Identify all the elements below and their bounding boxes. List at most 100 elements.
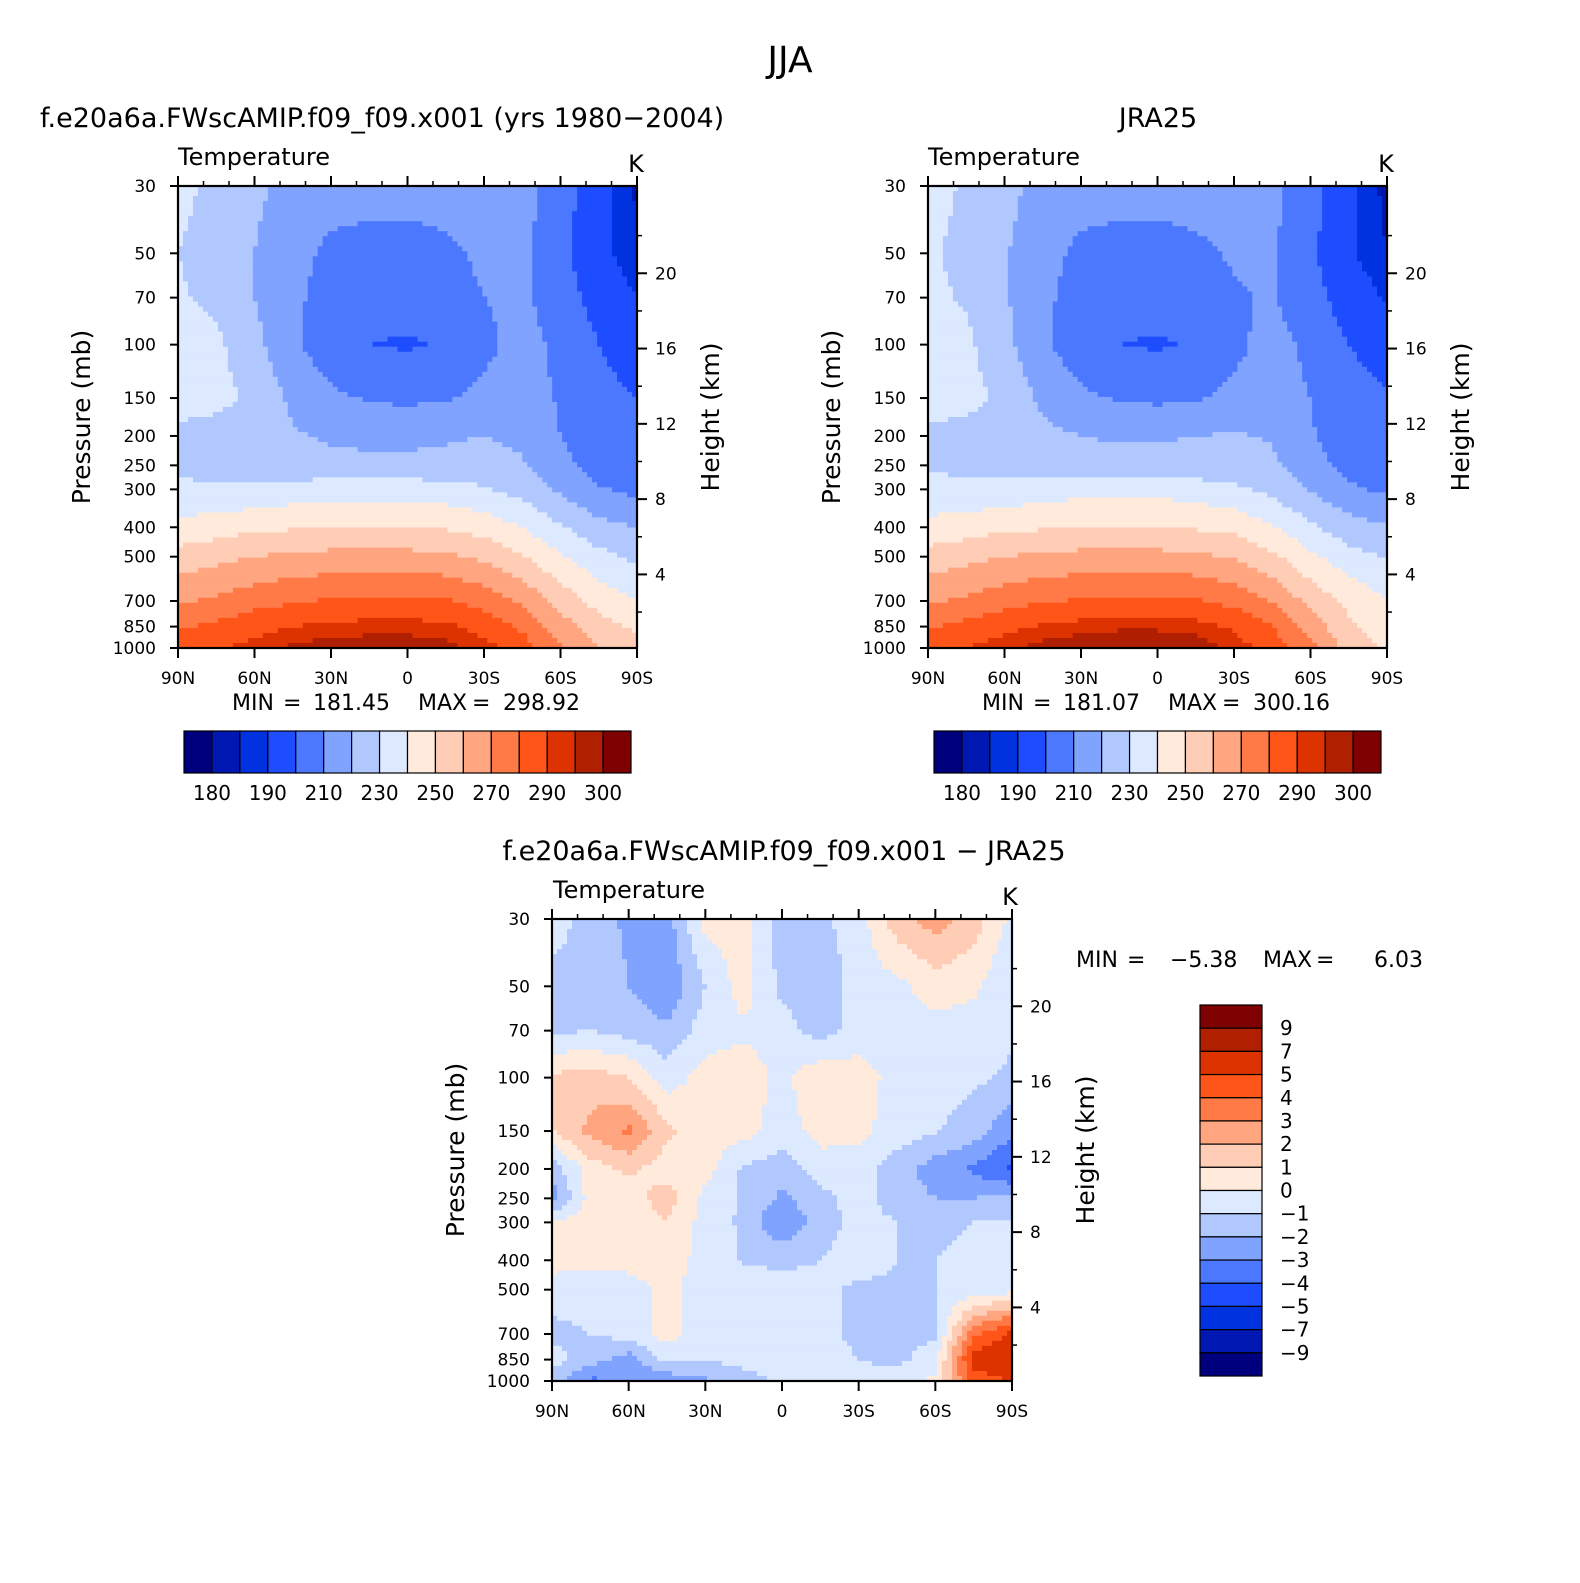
contour-cell (178, 286, 189, 293)
contour-cell (712, 1175, 738, 1181)
contour-cell (1277, 632, 1308, 639)
contour-cell (752, 929, 773, 935)
contour-cell (587, 306, 638, 313)
contour-cell (1367, 517, 1388, 524)
contour-cell (942, 261, 1009, 267)
contour-cell (317, 597, 454, 604)
contour-cell (1382, 296, 1388, 303)
contour-cell (928, 401, 984, 408)
contour-cell (907, 979, 983, 985)
contour-cell (807, 1215, 843, 1221)
contour-cell (1302, 376, 1378, 383)
contour-cell (627, 969, 683, 975)
contour-cell (912, 1350, 938, 1357)
contour-cell (652, 1305, 683, 1312)
contour-cell (897, 934, 978, 940)
contour-cell (822, 1185, 878, 1191)
contour-cell (627, 492, 638, 498)
contour-cell (1077, 432, 1213, 438)
contour-cell (652, 1200, 678, 1206)
contour-cell (1057, 276, 1238, 283)
contour-cell (767, 1375, 928, 1382)
contour-cell (567, 1155, 588, 1161)
contour-cell (1357, 622, 1388, 629)
contour-cell (842, 1325, 938, 1332)
contour-cell (952, 1345, 963, 1352)
contour-cell (657, 1155, 723, 1161)
contour-cell (947, 417, 1049, 423)
contour-cell (467, 256, 533, 262)
contour-cell (178, 602, 284, 609)
contour-cell (178, 336, 224, 343)
contour-cell (1277, 296, 1328, 303)
contour-cell (482, 291, 533, 298)
contour-cell (832, 1190, 878, 1196)
contour-cell (692, 1069, 768, 1076)
contour-cell (312, 637, 449, 644)
contour-cell (602, 1160, 653, 1166)
contour-cell (862, 1139, 913, 1146)
contour-cell (1062, 256, 1223, 262)
contour-cell (657, 1210, 673, 1216)
contour-field (552, 919, 1013, 1382)
contour-cell (647, 1280, 683, 1287)
contour-cell (487, 637, 528, 644)
contour-cell (257, 221, 359, 227)
contour-cell (872, 1119, 948, 1126)
contour-cell (492, 306, 538, 313)
contour-cell (1007, 1330, 1013, 1337)
contour-cell (1162, 401, 1313, 408)
contour-cell (472, 532, 533, 539)
contour-cell (927, 1190, 1013, 1196)
colorbar-label: 180 (193, 781, 231, 805)
contour-cell (1062, 427, 1318, 433)
equals-sign: = (1127, 948, 1145, 973)
contour-cell (1162, 346, 1248, 353)
contour-cell (928, 432, 1079, 438)
contour-cell (1052, 346, 1149, 353)
contour-cell (1372, 371, 1388, 378)
contour-cell (802, 1064, 873, 1071)
contour-cell (1047, 417, 1313, 423)
contour-cell (1007, 266, 1064, 272)
contour-cell (577, 532, 638, 539)
contour-cell (752, 999, 783, 1005)
contour-cell (928, 627, 1019, 634)
contour-cell (1002, 934, 1013, 940)
contour-cell (1247, 286, 1278, 293)
contour-cell (617, 587, 638, 594)
contour-cell (1297, 537, 1343, 544)
colorbar-swatch (1199, 1097, 1263, 1122)
contour-cell (1007, 296, 1059, 303)
contour-cell (1237, 532, 1288, 539)
contour-cell (297, 427, 558, 433)
contour-cell (587, 1155, 658, 1161)
contour-cell (587, 537, 638, 544)
contour-cell (317, 251, 468, 257)
x-tick-label: 90S (621, 669, 653, 689)
contour-cell (732, 994, 753, 1000)
y2-axis-label: Height (km) (1446, 343, 1475, 492)
colorbar-swatch (1199, 1004, 1263, 1029)
contour-cell (928, 256, 944, 262)
contour-cell (867, 1134, 923, 1141)
contour-cell (1247, 351, 1298, 358)
contour-cell (572, 919, 618, 925)
y-tick-label: 700 (498, 1325, 530, 1345)
contour-cell (762, 1059, 818, 1066)
contour-cell (467, 627, 518, 634)
contour-cell (562, 1069, 608, 1076)
contour-cell (602, 351, 638, 358)
contour-cell (652, 1300, 683, 1307)
contour-cell (192, 196, 269, 202)
contour-cell (1022, 371, 1074, 378)
contour-cell (582, 597, 638, 604)
contour-cell (1202, 597, 1268, 604)
contour-cell (1372, 637, 1388, 644)
contour-cell (547, 356, 608, 363)
contour-cell (928, 497, 1069, 503)
contour-cell (592, 572, 638, 579)
contour-cell (652, 1205, 673, 1211)
contour-cell (178, 567, 199, 574)
contour-cell (752, 949, 773, 955)
